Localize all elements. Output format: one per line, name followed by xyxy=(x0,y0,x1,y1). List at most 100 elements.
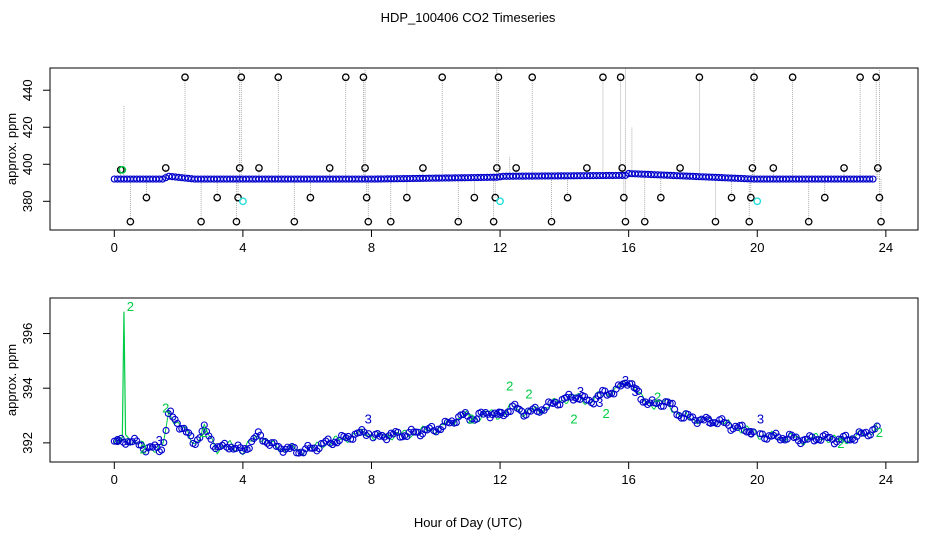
baseline-point xyxy=(869,175,877,183)
label-3: 3 xyxy=(577,384,584,399)
series-point xyxy=(245,444,253,452)
label-2: 2 xyxy=(468,411,475,426)
label-2: 2 xyxy=(506,378,513,393)
x-tick-label: 8 xyxy=(368,240,375,255)
label-3: 3 xyxy=(496,406,503,421)
outlier-point xyxy=(599,73,607,82)
calibration-point xyxy=(496,197,504,206)
plot-frame xyxy=(49,67,919,231)
outlier-point xyxy=(325,164,334,172)
label-3: 3 xyxy=(114,433,121,448)
outlier-point xyxy=(875,193,884,202)
series-point xyxy=(722,419,730,427)
outlier-point xyxy=(727,193,736,202)
series-point xyxy=(194,436,202,444)
series-point xyxy=(857,429,865,437)
series-point xyxy=(293,449,301,457)
series-point xyxy=(632,385,640,393)
outlier-point xyxy=(640,217,649,226)
outlier-point xyxy=(181,73,189,82)
series-point xyxy=(142,448,150,456)
series-point xyxy=(322,437,330,445)
outlier-point xyxy=(232,217,241,226)
series-point xyxy=(333,439,341,447)
series-point xyxy=(581,392,589,401)
outlier-point xyxy=(528,73,537,82)
series-point xyxy=(522,411,530,419)
label-3: 3 xyxy=(747,425,754,440)
series-point xyxy=(115,436,123,444)
label-3: 3 xyxy=(365,411,372,426)
series-point xyxy=(826,433,834,441)
series-point xyxy=(178,425,186,433)
label-3: 3 xyxy=(757,411,764,426)
series-point xyxy=(412,428,420,436)
series-point xyxy=(569,396,577,404)
series-point xyxy=(250,434,258,443)
series-point xyxy=(313,447,321,455)
outlier-point xyxy=(750,73,758,82)
outlier-point xyxy=(547,217,556,226)
series-point xyxy=(851,436,859,444)
series-point xyxy=(218,441,226,449)
baseline-point xyxy=(866,175,874,183)
series-point xyxy=(416,432,424,440)
label-2: 2 xyxy=(201,425,208,440)
series-point xyxy=(824,434,832,442)
outlier-point xyxy=(197,217,205,226)
series-point xyxy=(459,411,467,419)
y-axis-label: approx. ppm xyxy=(4,113,19,185)
outlier-point xyxy=(583,164,591,172)
x-tick-label: 20 xyxy=(750,240,764,255)
label-3: 3 xyxy=(622,373,629,388)
x-axis-label: Hour of Day (UTC) xyxy=(414,515,522,530)
series-point xyxy=(718,415,726,423)
outlier-point xyxy=(306,193,315,202)
series-point xyxy=(119,438,127,446)
series-point xyxy=(169,413,177,421)
series-point xyxy=(403,432,411,441)
series-point xyxy=(621,379,629,387)
series-point xyxy=(461,408,469,417)
calibration-point xyxy=(753,197,762,206)
label-2: 2 xyxy=(654,389,661,404)
series-point xyxy=(158,446,166,454)
series-point xyxy=(257,431,265,439)
outlier-point xyxy=(820,193,829,202)
outlier-point xyxy=(290,217,299,226)
outlier-point xyxy=(856,73,864,82)
series-point xyxy=(419,430,427,438)
series-point xyxy=(160,439,168,447)
outlier-point xyxy=(618,164,627,172)
outlier-point xyxy=(619,193,628,202)
outlier-point xyxy=(419,164,427,172)
series-point xyxy=(473,415,481,423)
series-point xyxy=(162,426,170,435)
outlier-point xyxy=(142,193,151,202)
x-tick-label: 0 xyxy=(111,472,118,487)
series-point xyxy=(772,429,780,437)
baseline-point xyxy=(618,171,626,180)
series-point xyxy=(448,417,456,425)
outlier-point xyxy=(563,193,572,202)
outlier-point xyxy=(237,73,246,82)
series-point xyxy=(657,402,665,410)
outlier-point xyxy=(788,73,797,82)
series-point xyxy=(801,435,809,443)
series-point xyxy=(320,439,328,447)
series-point xyxy=(117,434,125,442)
y-axis-label: approx. ppm xyxy=(4,344,19,416)
series-point xyxy=(133,437,141,445)
series-point xyxy=(709,419,717,427)
series-point xyxy=(527,407,535,415)
series-point xyxy=(277,445,285,453)
chart-title: HDP_100406 CO2 Timeseries xyxy=(381,10,556,25)
x-tick-label: 24 xyxy=(879,472,893,487)
series-point xyxy=(281,445,289,453)
series-point xyxy=(180,424,188,432)
series-point xyxy=(383,436,391,444)
label-3: 3 xyxy=(705,414,712,429)
outlier-point xyxy=(711,217,720,226)
series-point xyxy=(214,443,222,451)
